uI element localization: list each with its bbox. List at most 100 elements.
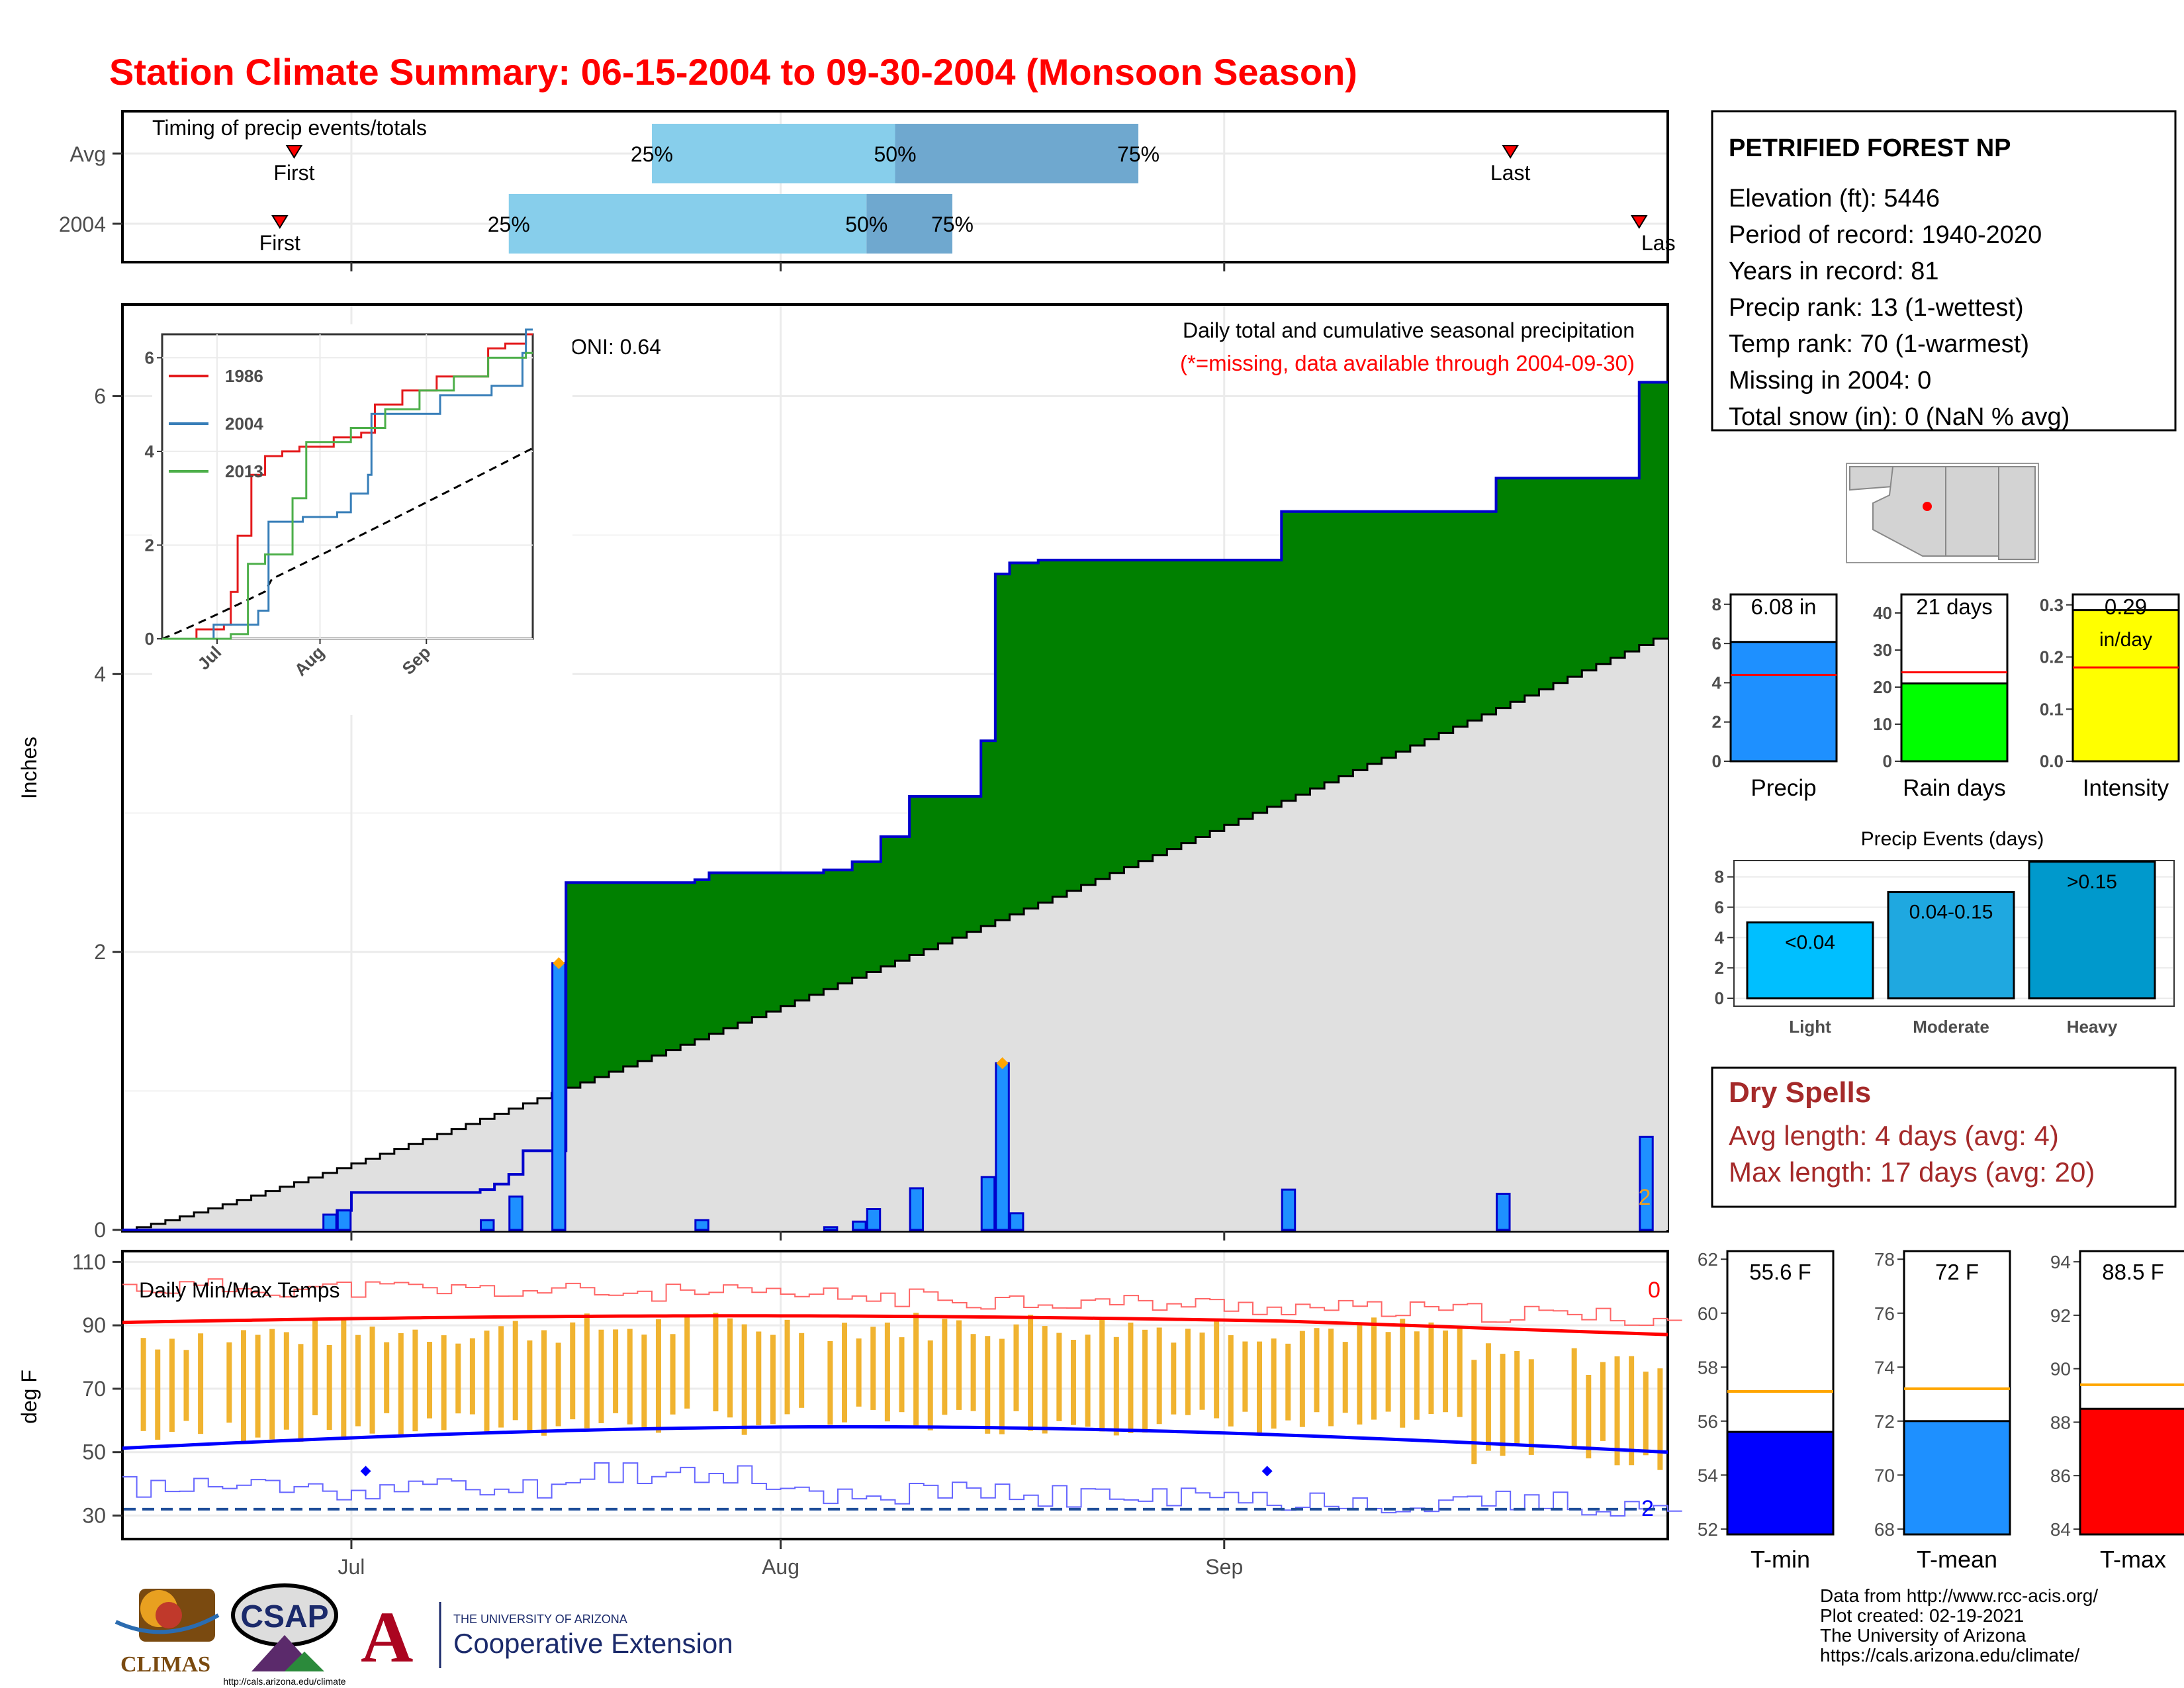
daily-temp-range-bar: [1199, 1333, 1205, 1410]
tbar-y-tick-label: 58: [1698, 1357, 1718, 1378]
climas-logo: CLIMAS: [114, 1589, 220, 1677]
daily-record-marker: [553, 957, 565, 969]
daily-temp-range-bar: [1013, 1324, 1019, 1411]
temp-y-tick-label: 110: [72, 1250, 106, 1274]
daily-temp-range-bar: [598, 1329, 604, 1423]
daily-temp-range-bar: [1342, 1342, 1348, 1413]
first-event-label: First: [273, 161, 314, 185]
daily-temp-range-bar: [1128, 1323, 1134, 1433]
daily-temp-range-bar: [1142, 1329, 1148, 1433]
daily-temp-range-bar: [269, 1329, 275, 1440]
mini-y-tick-label: 4: [1712, 673, 1722, 692]
sponsor-logos: CLIMAS CSAP http://cals.arizona.edu/clim…: [114, 1583, 733, 1687]
university-of-arizona-logo: A THE UNIVERSITY OF ARIZONA Cooperative …: [361, 1597, 733, 1677]
inset-y-tick-label: 6: [145, 348, 154, 367]
daily-temp-range-bar: [1042, 1326, 1048, 1434]
daily-temp-range-bar: [1285, 1343, 1291, 1421]
temp-y-tick-label: 70: [82, 1377, 106, 1401]
tbar-value-label: 88.5 F: [2102, 1260, 2164, 1284]
tbar-fill: [1726, 1430, 1835, 1536]
daily-temp-range-bar: [1614, 1356, 1620, 1466]
daily-temp-range-bar: [1228, 1335, 1234, 1427]
temp-y-tick-label: 90: [82, 1313, 106, 1337]
tbar-fill: [1903, 1420, 2011, 1536]
daily-temp-range-bar: [1514, 1350, 1520, 1445]
seasonal-total-bars: 0 2 4 6 8 6.08 in Precip 0 10 20 30 40 21 days Rain d…: [1712, 593, 2180, 801]
map-new-mexico: [1945, 466, 1999, 557]
daily-precip-bar: [866, 1208, 882, 1231]
daily-temp-range-bar: [570, 1322, 576, 1420]
daily-temp-range-bar: [1485, 1343, 1491, 1451]
last-event-marker: [1502, 145, 1519, 159]
daily-temp-range-bar: [498, 1326, 504, 1428]
daily-temp-range-bar: [412, 1329, 418, 1432]
station-missing: Missing in 2004: 0: [1729, 367, 1931, 395]
avg-high-line: [122, 1314, 1668, 1336]
oni-label: ONI: 0.64: [570, 335, 661, 359]
station-location-marker: [1923, 502, 1932, 511]
mini-y-tick-label: 0.1: [2040, 699, 2064, 719]
events-bar-label: >0.15: [2067, 871, 2117, 893]
timing-pct-75-label: 75%: [1117, 142, 1160, 166]
daily-temp-range-bar: [1471, 1360, 1477, 1464]
tbar-y-tick-label: 70: [1874, 1465, 1895, 1485]
credit-university: The University of Arizona: [1820, 1625, 2026, 1646]
daily-precip-bar: [508, 1196, 523, 1231]
events-y-tick-label: 2: [1715, 958, 1724, 978]
credit-data-source: Data from http://www.rcc-acis.org/: [1820, 1585, 2098, 1606]
daily-temp-range-bar: [1257, 1341, 1263, 1436]
daily-precip-bar: [1281, 1188, 1297, 1231]
last-event-label: Las: [1641, 231, 1676, 255]
daily-temp-range-bar: [1113, 1336, 1119, 1436]
daily-temp-range-bar: [613, 1329, 619, 1413]
daily-temp-range-bar: [1271, 1338, 1277, 1429]
timing-bar-upper-half: [866, 194, 952, 254]
last-event-label: Last: [1490, 161, 1531, 185]
daily-temp-range-bar: [1586, 1375, 1592, 1459]
mini-bar-category-label: Precip: [1751, 775, 1816, 801]
inset-y-tick-label: 2: [145, 535, 154, 555]
tbar-y-tick-label: 60: [1698, 1303, 1718, 1324]
tbar-y-tick-label: 74: [1874, 1357, 1895, 1378]
mini-bar-value-label: 6.08 in: [1751, 594, 1816, 619]
arizona-locator-map: [1846, 463, 2039, 563]
precip-legend-note: (*=missing, data available through 2004-…: [1180, 351, 1635, 375]
daily-temp-range-bar: [512, 1321, 518, 1421]
daily-temp-range-bar: [198, 1333, 204, 1434]
tbar-y-tick-label: 72: [1874, 1411, 1895, 1432]
daily-record-marker: [996, 1057, 1009, 1070]
daily-temp-range-bar: [842, 1323, 848, 1423]
credit-plot-date: Plot created: 02-19-2021: [1820, 1605, 2024, 1626]
mini-bar-value-label: 0.29: [2105, 594, 2147, 619]
daily-temp-range-bar: [756, 1331, 762, 1426]
csap-text: CSAP: [240, 1599, 328, 1634]
events-bar-label: 0.04-0.15: [1909, 902, 1993, 923]
daily-temp-range-bar: [226, 1342, 232, 1423]
daily-temp-range-bar: [1657, 1368, 1663, 1470]
inset-legend-label: 2004: [225, 414, 263, 434]
dry-spells-avg: Avg length: 4 days (avg: 4): [1729, 1120, 2059, 1151]
precip-y-axis-label: Inches: [17, 737, 41, 799]
daily-temp-range-bar: [1443, 1330, 1449, 1413]
daily-temp-range-bar: [827, 1341, 833, 1425]
daily-temp-range-bar: [713, 1313, 719, 1412]
events-bar-label: <0.04: [1785, 931, 1835, 953]
daily-temp-range-bar: [384, 1342, 390, 1413]
tbar-y-tick-label: 88: [2050, 1412, 2071, 1432]
daily-temp-range-bar: [427, 1342, 433, 1419]
precip-y-tick-label: 4: [94, 662, 106, 686]
daily-temp-range-bar: [1214, 1321, 1220, 1419]
daily-temp-range-bar: [1171, 1342, 1177, 1415]
dry-spells-box: Dry Spells Avg length: 4 days (avg: 4) M…: [1711, 1066, 2177, 1208]
tbar-value-label: 55.6 F: [1749, 1260, 1811, 1284]
timing-panel: 25% 50% 75% First Last 25% 50% 75% First Las Timi…: [59, 110, 1676, 271]
mini-y-tick-label: 8: [1712, 594, 1721, 614]
precip-y-tick-label: 0: [94, 1218, 106, 1242]
station-info-frame: [1711, 110, 2177, 432]
daily-temp-range-bar: [541, 1330, 547, 1436]
tbar-fill: [2079, 1407, 2184, 1536]
daily-temp-range-bar: [856, 1338, 862, 1407]
precip-y-tick-label: 2: [94, 940, 106, 964]
daily-temp-range-bar: [1500, 1354, 1506, 1456]
month-x-tick-label: Jul: [338, 1555, 365, 1579]
